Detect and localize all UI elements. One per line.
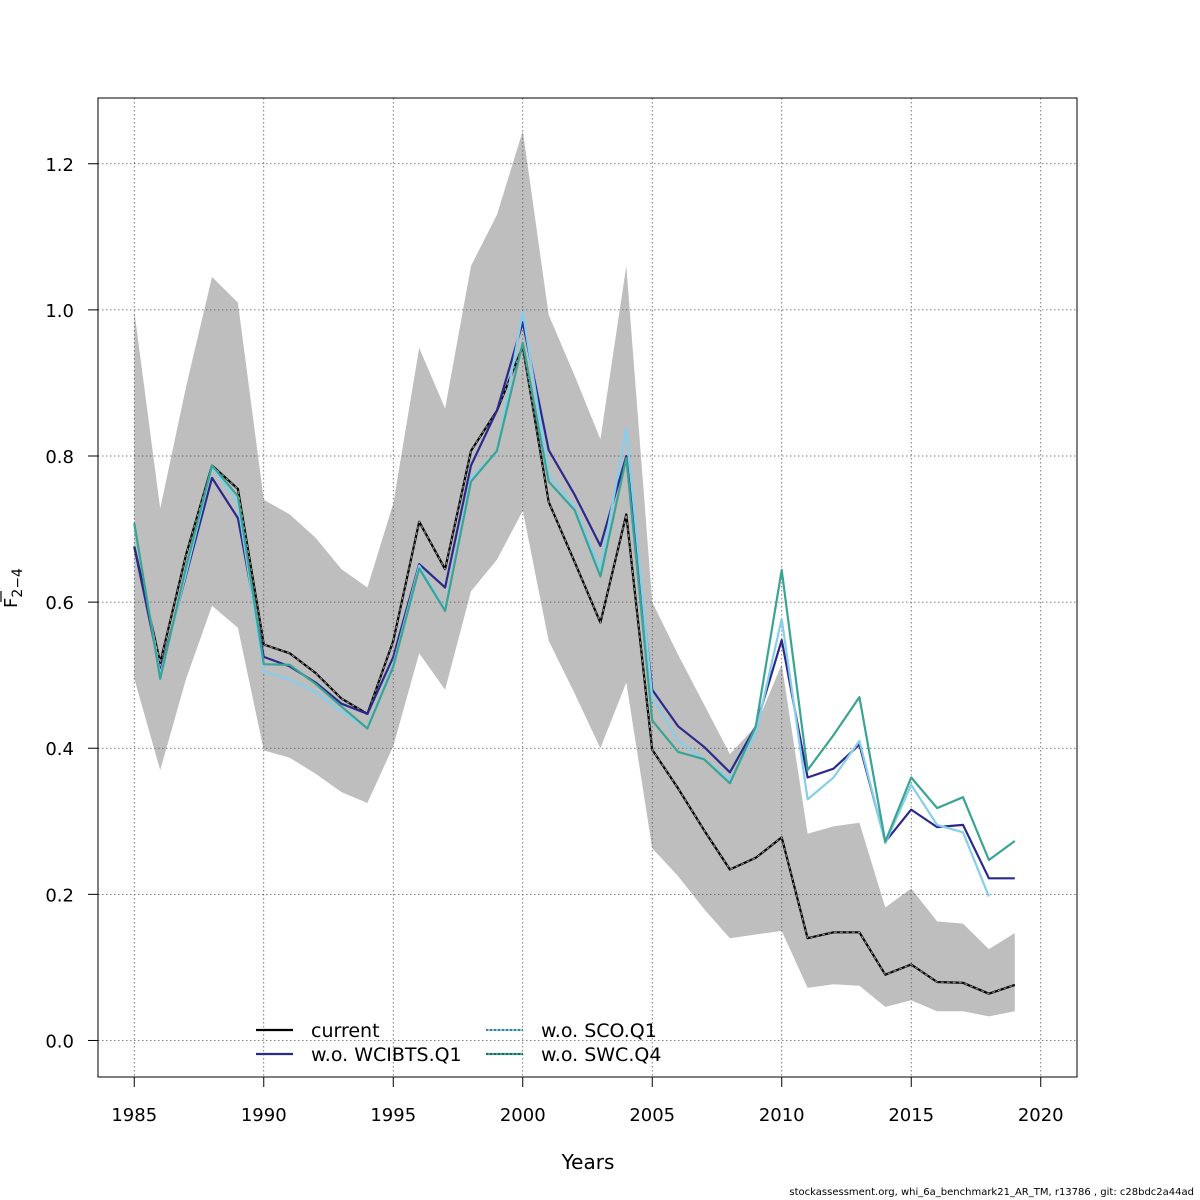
y-tick-label: 1.2 bbox=[45, 155, 74, 176]
series-line-3 bbox=[133, 341, 1016, 862]
confidence-band bbox=[134, 130, 1015, 1017]
axis-layer: 1985 1990 1995 2000 2005 2010 2015 2020 0.0 0.2 0.… bbox=[45, 155, 1063, 1126]
x-tick-label: 2015 bbox=[888, 1105, 934, 1126]
legend-label-1: w.o. WCIBTS.Q1 bbox=[311, 1044, 462, 1066]
x-tick-label: 2010 bbox=[759, 1105, 805, 1126]
y-tick-label: 0.6 bbox=[45, 593, 74, 614]
svg-text:F2−4: F2−4 bbox=[1, 568, 26, 608]
x-tick-label: 1995 bbox=[370, 1105, 416, 1126]
x-tick-label: 2020 bbox=[1018, 1105, 1064, 1126]
grid-layer bbox=[98, 98, 1077, 1077]
x-tick-label: 2000 bbox=[500, 1105, 546, 1126]
y-axis-label-sub: 2−4 bbox=[10, 568, 26, 598]
legend-label-2: w.o. SCO.Q1 bbox=[541, 1020, 657, 1042]
series-line-0-dots bbox=[133, 344, 1015, 995]
x-tick-label: 1990 bbox=[241, 1105, 287, 1126]
y-tick-label: 0.0 bbox=[45, 1031, 74, 1052]
x-tick-label: 2005 bbox=[629, 1105, 675, 1126]
y-tick-label: 0.4 bbox=[45, 739, 74, 760]
confidence-band-layer bbox=[134, 130, 1015, 1017]
y-tick-label: 0.2 bbox=[45, 885, 74, 906]
y-tick-label: 1.0 bbox=[45, 301, 74, 322]
y-tick-label: 0.8 bbox=[45, 447, 74, 468]
y-axis-label-main: F bbox=[1, 598, 22, 608]
y-axis-label: F2−4 bbox=[0, 568, 26, 608]
legend-label-3: w.o. SWC.Q4 bbox=[541, 1044, 661, 1066]
x-tick-label: 1985 bbox=[111, 1105, 157, 1126]
series-layer bbox=[133, 311, 1016, 995]
footer-text: stockassessment.org, whi_6a_benchmark21_… bbox=[789, 1187, 1194, 1198]
legend-label-0: current bbox=[311, 1020, 380, 1042]
x-axis-label: Years bbox=[561, 1150, 615, 1174]
series-line-2 bbox=[133, 311, 990, 897]
